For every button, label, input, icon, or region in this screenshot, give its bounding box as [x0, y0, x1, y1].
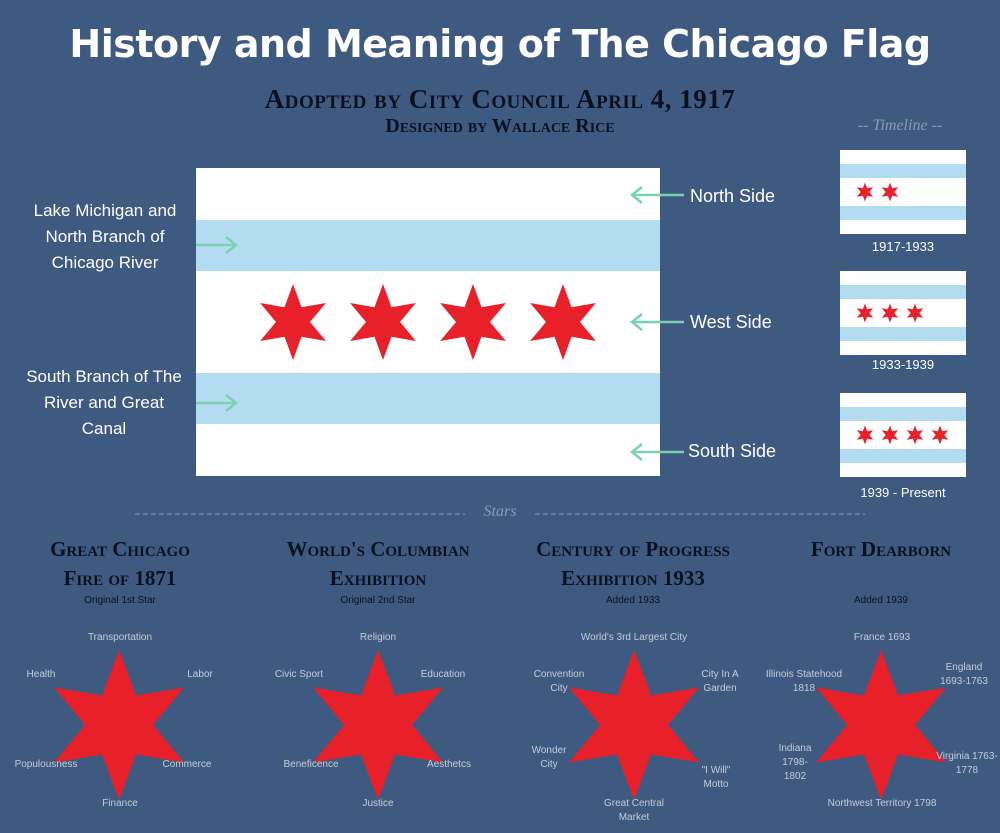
star-point-label: Health: [26, 669, 56, 680]
star-point-label: Wonder City: [531, 745, 567, 770]
red-star-icon: [816, 650, 946, 798]
title-line: Century of Progress: [536, 537, 730, 561]
star-point-label: Religion: [359, 632, 397, 643]
star-point-label: Commerce: [162, 759, 212, 770]
title-line: Fort Dearborn: [810, 537, 952, 561]
star-point-label: World's 3rd Largest City: [580, 632, 688, 643]
star-title-worlds-columbian: World's Columbian Exhibition: [253, 535, 503, 593]
arrow-left-icon: [629, 313, 684, 331]
arrow-right-icon: [196, 394, 239, 412]
timeline-flag-1933: [840, 271, 966, 355]
title-line: World's Columbian: [286, 537, 470, 561]
arrow-left-icon: [629, 443, 684, 461]
mini-flag-star-icon: [856, 425, 874, 445]
star-point-label: England 1693-1763: [940, 662, 988, 687]
mini-flag-star-icon: [931, 425, 949, 445]
star-title-great-chicago-fire: Great Chicago Fire of 1871: [0, 535, 245, 593]
timeline-years: 1933-1939: [871, 357, 935, 372]
star-point-label: France 1693: [853, 632, 911, 643]
star-point-label: Aesthetcs: [427, 759, 471, 770]
star-point-label: Indiana 1798-1802: [778, 743, 812, 782]
red-star-icon: [569, 650, 699, 798]
mini-flag-star-icon: [906, 303, 924, 323]
star-point-label: Transportation: [87, 632, 153, 643]
title-line: Exhibition: [329, 566, 427, 590]
chicago-flag-main: [196, 168, 660, 476]
flag-star-icon: [440, 284, 506, 360]
mini-flag-star-icon: [881, 182, 899, 202]
flag-star-icon: [350, 284, 416, 360]
star-title-century-of-progress: Century of Progress Exhibition 1933: [508, 535, 758, 593]
mini-flag-star-icon: [881, 303, 899, 323]
star-point-label: Civic Sport: [274, 669, 324, 680]
label-line: North Branch of: [45, 227, 165, 246]
timeline-label: -- Timeline --: [857, 117, 943, 134]
flag-star-icon: [530, 284, 596, 360]
star-subtitle: Added 1933: [606, 595, 660, 606]
mini-flag-star-icon: [906, 425, 924, 445]
label-north-side: North Side: [690, 186, 776, 206]
star-point-label: Virginia 1763-1778: [936, 751, 998, 776]
star-point-label: Convention City: [533, 669, 585, 694]
label-line: South Branch of The: [26, 367, 182, 386]
star-subtitle: Original 2nd Star: [340, 595, 416, 606]
flag-star-icon: [260, 284, 326, 360]
star-point-label: Illinois Statehood 1818: [765, 669, 843, 694]
star-point-label: Education: [420, 669, 466, 680]
label-line: Lake Michigan and: [33, 201, 177, 220]
label-south-side: South Side: [688, 441, 777, 461]
adopted-subtitle: Adopted by City Council April 4, 1917: [264, 84, 736, 114]
star-subtitle: Added 1939: [854, 595, 908, 606]
star-point-label: Populousness: [14, 759, 78, 770]
arrow-right-icon: [196, 236, 239, 254]
star-title-fort-dearborn: Fort Dearborn: [756, 535, 1000, 564]
title-line: Fire of 1871: [63, 566, 177, 590]
star-point-label: "I Will" Motto: [701, 765, 731, 790]
timeline-years: 1917-1933: [871, 239, 935, 254]
label-line: Canal: [81, 419, 127, 438]
label-line: River and Great: [44, 393, 164, 412]
red-star-icon: [313, 650, 443, 798]
star-subtitle: Original 1st Star: [84, 595, 156, 606]
star-point-label: Finance: [102, 798, 138, 809]
label-west-side: West Side: [690, 312, 772, 332]
designer-subtitle: Designed by Wallace Rice: [385, 115, 615, 137]
mini-flag-star-icon: [856, 303, 874, 323]
flag-stripe-bottom: [196, 373, 660, 424]
timeline-flag-1917: [840, 150, 966, 234]
star-point-label: Beneficence: [283, 759, 339, 770]
star-point-label: Justice: [362, 798, 394, 809]
timeline-flag-1939: [840, 393, 966, 477]
mini-flag-star-icon: [856, 182, 874, 202]
stars-section-label: Stars: [483, 503, 517, 520]
red-star-icon: [54, 650, 184, 798]
title-line: Great Chicago: [50, 537, 190, 561]
title-line: Exhibition 1933: [561, 566, 705, 590]
arrow-left-icon: [629, 186, 684, 204]
label-lake-michigan: Lake Michigan and North Branch of Chicag…: [10, 198, 200, 276]
flag-stripe-top: [196, 220, 660, 271]
mini-flag-star-icon: [881, 425, 899, 445]
star-point-label: Great Central Market: [603, 798, 665, 823]
page-title: History and Meaning of The Chicago Flag: [69, 22, 931, 66]
timeline-years: 1939 - Present: [860, 485, 946, 500]
star-point-label: Northwest Territory 1798: [827, 798, 937, 809]
label-south-branch: South Branch of The River and Great Cana…: [6, 364, 202, 442]
star-point-label: City In A Garden: [701, 669, 739, 694]
stars-divider: [135, 513, 865, 515]
star-point-label: Labor: [187, 669, 213, 680]
label-line: Chicago River: [51, 253, 159, 272]
